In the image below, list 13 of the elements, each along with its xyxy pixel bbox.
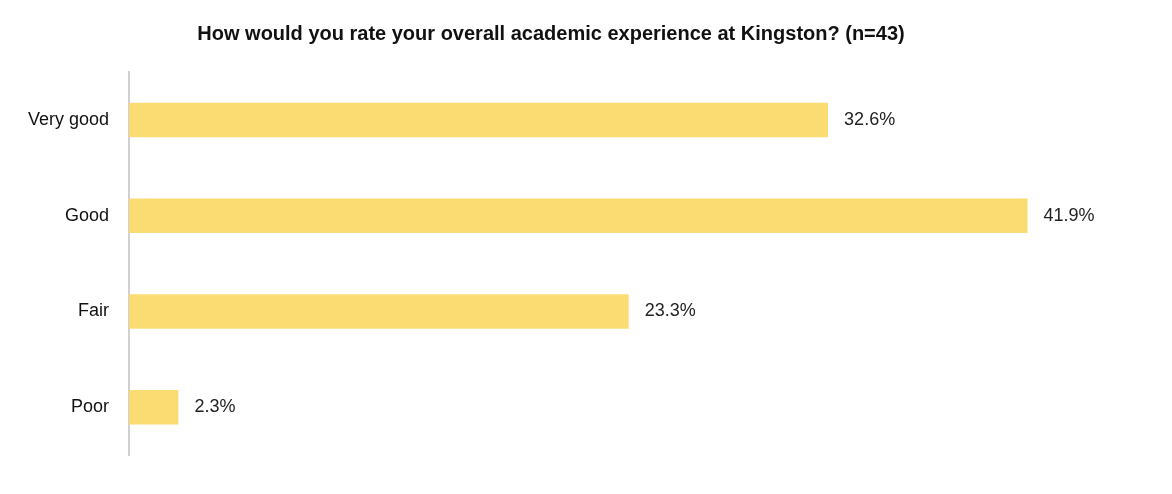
y-tick-label: Good [65,204,110,225]
chart-title: How would you rate your overall academic experience at Kingston? (n=43) [197,21,905,44]
data-label: 41.9% [1043,204,1095,225]
data-label: 32.6% [844,108,896,129]
bar [129,390,179,425]
bar [129,102,829,138]
data-label: 23.3% [644,300,696,321]
y-tick-label: Fair [78,300,110,321]
data-label: 2.3% [194,396,236,417]
bar [129,294,629,329]
y-tick-label: Poor [71,396,110,417]
y-tick-label: Very good [28,108,110,129]
bar [129,198,1028,233]
